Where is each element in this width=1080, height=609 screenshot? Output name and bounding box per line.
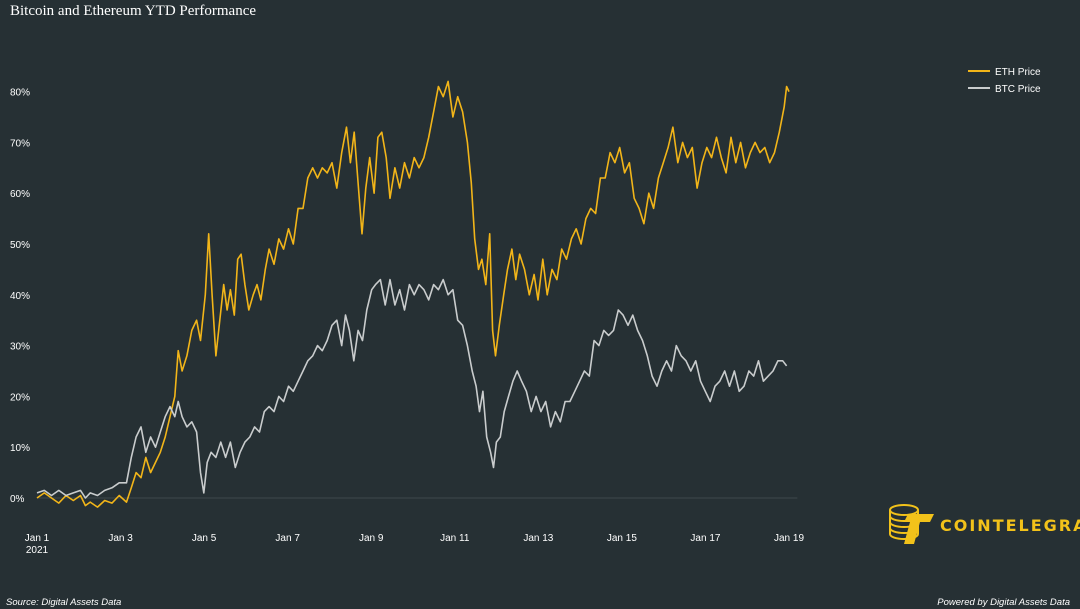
legend-label: ETH Price <box>995 67 1041 78</box>
y-tick-label: 50% <box>10 240 30 251</box>
x-tick-label: Jan 17 <box>690 533 720 544</box>
chart-legend: ETH Price BTC Price <box>968 67 1041 95</box>
x-tick-label: Jan 13 <box>523 533 553 544</box>
x-tick-label: Jan 3 <box>108 533 133 544</box>
x-tick-label: Jan 9 <box>359 533 384 544</box>
chart-title: Bitcoin and Ethereum YTD Performance <box>10 3 257 19</box>
y-tick-label: 60% <box>10 189 30 200</box>
legend-label: BTC Price <box>995 84 1041 95</box>
x-tick-label: Jan 11 <box>440 533 470 544</box>
y-tick-label: 20% <box>10 392 30 403</box>
y-tick-label: 10% <box>10 443 30 454</box>
x-tick-label: Jan 1 <box>25 533 50 544</box>
source-note: Source: Digital Assets Data <box>6 597 122 608</box>
powered-by-note: Powered by Digital Assets Data <box>937 597 1070 608</box>
y-tick-label: 0% <box>10 494 25 505</box>
x-tick-label: Jan 7 <box>275 533 300 544</box>
y-tick-label: 70% <box>10 138 30 149</box>
y-tick-label: 30% <box>10 342 30 353</box>
chart-lines <box>36 80 790 508</box>
y-tick-label: 80% <box>10 88 30 99</box>
cointelegraph-logo: COINTELEGRAPH <box>884 502 1080 552</box>
x-tick-label: Jan 5 <box>192 533 217 544</box>
series-line-btc-price <box>36 278 788 499</box>
x-tick-label: Jan 19 <box>774 533 804 544</box>
logo-text: COINTELEGRAPH <box>940 516 1080 535</box>
y-tick-label: 40% <box>10 291 30 302</box>
x-tick-sublabel: 2021 <box>26 545 49 556</box>
coin-stack-icon <box>889 504 934 544</box>
series-line-eth-price <box>36 80 790 508</box>
x-tick-label: Jan 15 <box>607 533 637 544</box>
